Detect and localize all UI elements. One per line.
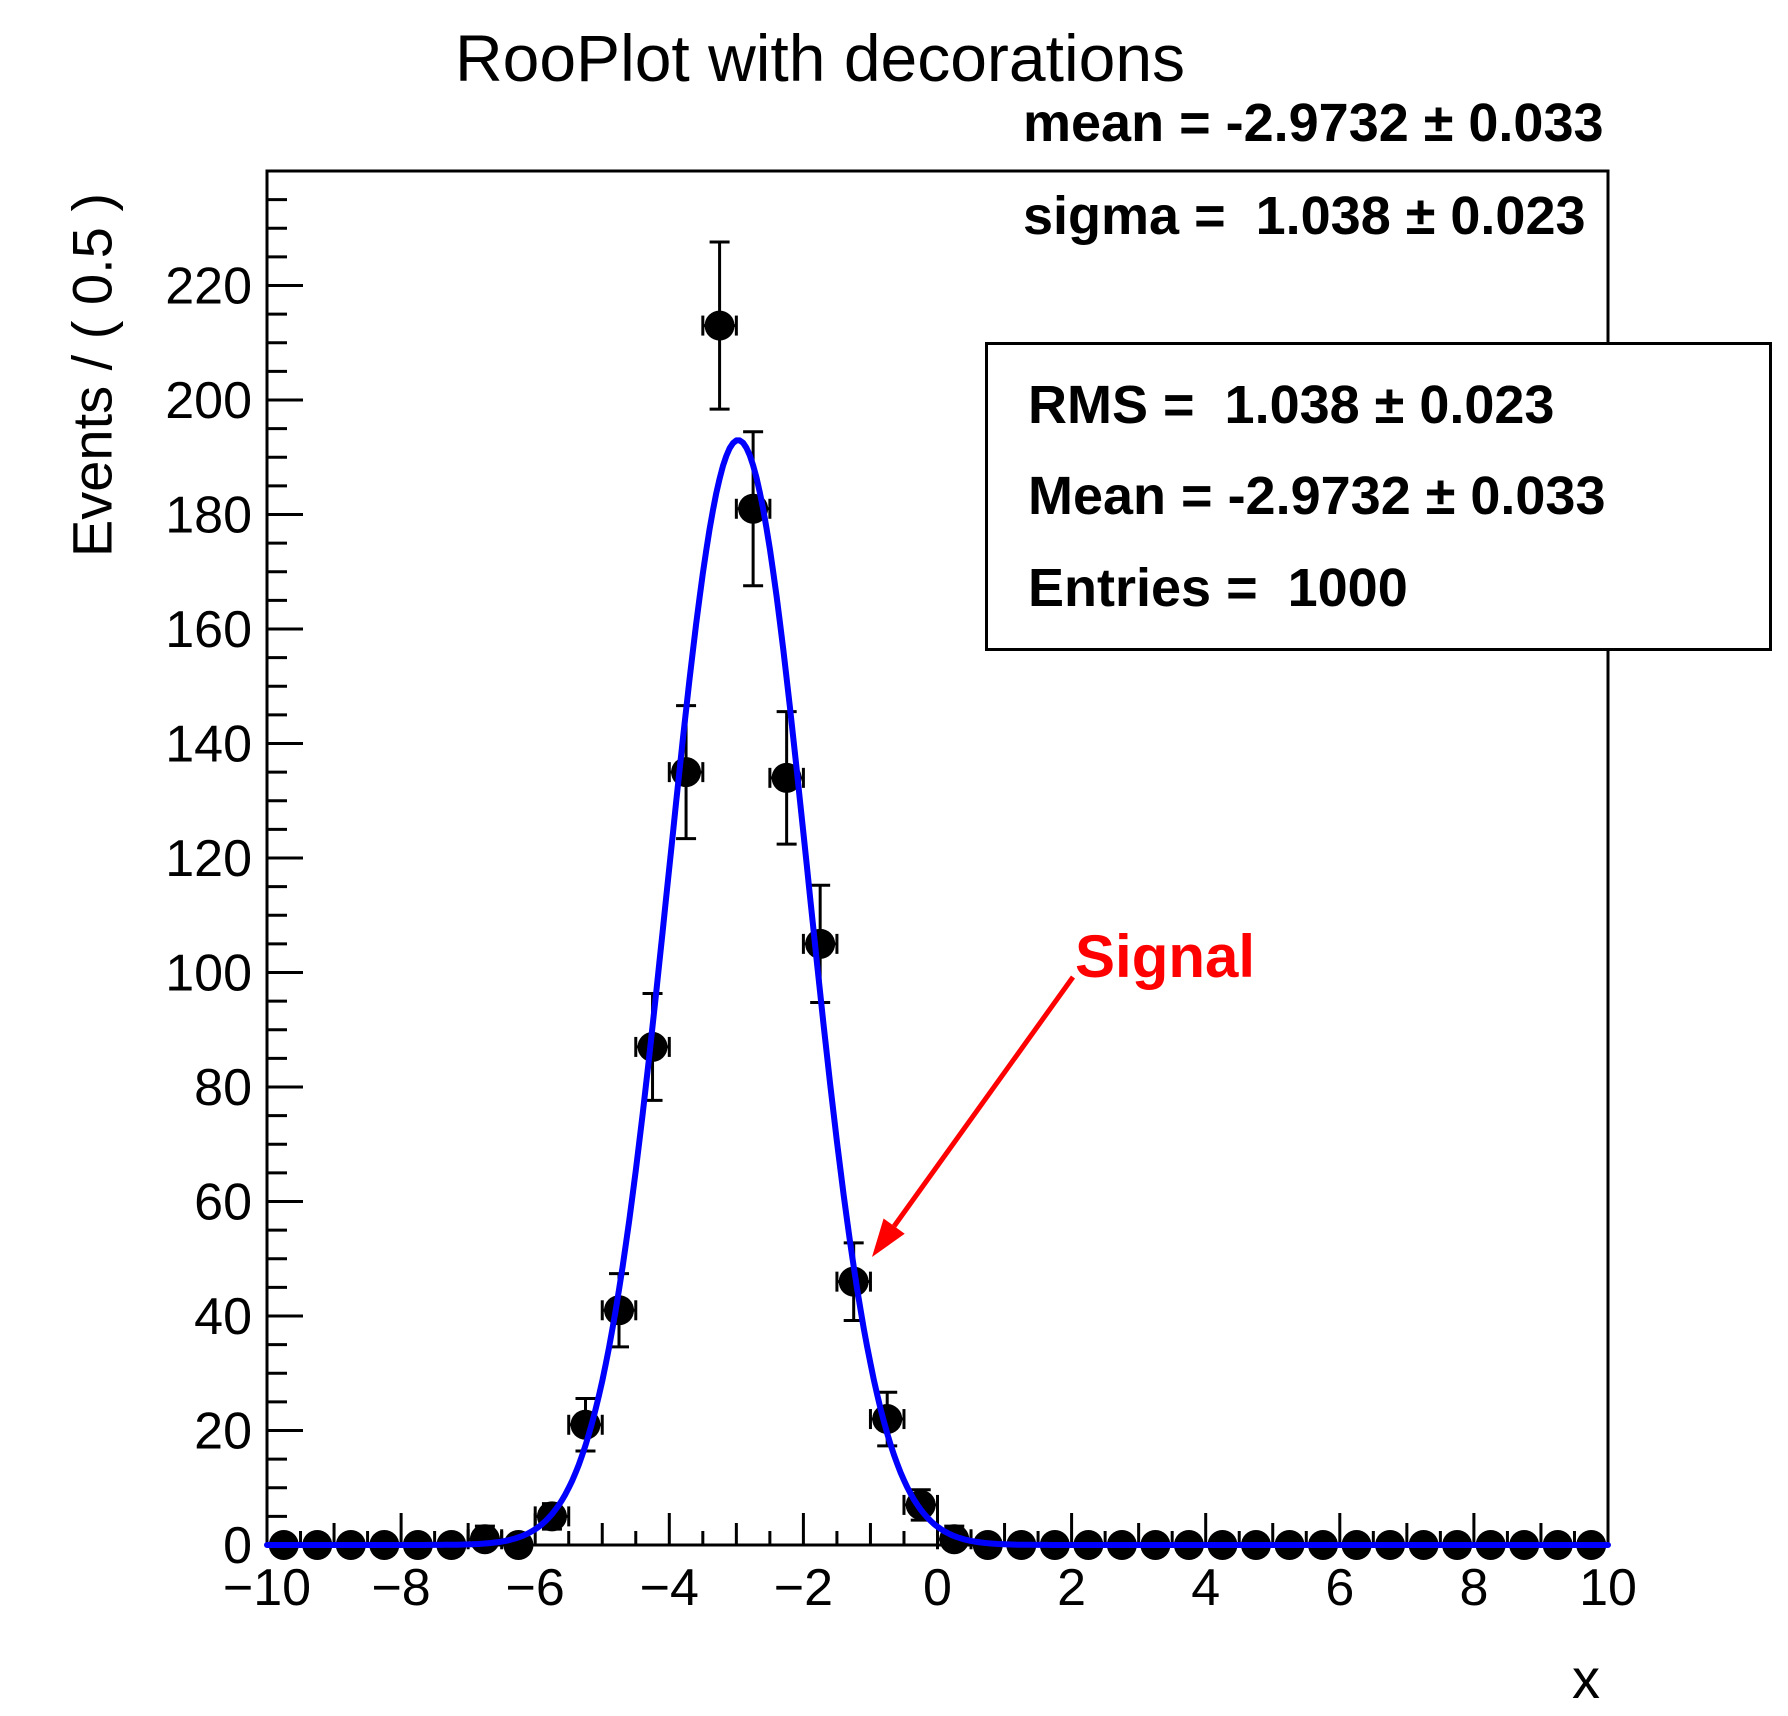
signal-arrow-line bbox=[892, 975, 1076, 1228]
x-tick-label: 10 bbox=[1579, 1559, 1637, 1617]
y-tick-label: 80 bbox=[194, 1059, 252, 1117]
x-axis-title: x bbox=[1572, 1647, 1600, 1710]
y-tick-label: 40 bbox=[194, 1288, 252, 1346]
y-tick-label: 140 bbox=[165, 716, 252, 774]
gaussian-fit-curve bbox=[264, 437, 1611, 1548]
signal-arrow-head bbox=[872, 1218, 905, 1257]
y-tick-label: 160 bbox=[165, 601, 252, 659]
data-point bbox=[805, 928, 836, 959]
x-tick-label: 6 bbox=[1325, 1559, 1354, 1617]
data-point bbox=[469, 1524, 500, 1555]
x-axis-tick-labels: −10 −8 −6 −4 −2 0 2 4 6 8 10 bbox=[223, 1559, 1637, 1617]
x-tick-label: −8 bbox=[371, 1559, 430, 1617]
param-box-sigma-line: sigma = 1.038 ± 0.023 bbox=[1023, 186, 1586, 246]
x-tick-label: 4 bbox=[1191, 1559, 1220, 1617]
x-tick-label: −6 bbox=[506, 1559, 565, 1617]
stats-rms-line: RMS = 1.038 ± 0.023 bbox=[1028, 374, 1555, 435]
x-tick-label: −2 bbox=[774, 1559, 833, 1617]
y-tick-label: 220 bbox=[165, 258, 252, 316]
x-tick-label: 2 bbox=[1057, 1559, 1086, 1617]
y-axis-ticks bbox=[268, 198, 303, 1547]
fit-curve bbox=[264, 437, 1611, 1548]
signal-annotation-label: Signal bbox=[1075, 923, 1256, 990]
y-tick-label: 20 bbox=[194, 1403, 252, 1461]
plot-title: RooPlot with decorations bbox=[454, 21, 1186, 95]
y-tick-label: 60 bbox=[194, 1174, 252, 1232]
data-point bbox=[704, 310, 735, 341]
x-tick-label: −10 bbox=[223, 1559, 311, 1617]
signal-arrow bbox=[872, 975, 1076, 1257]
data-error-bars bbox=[466, 240, 973, 1550]
y-tick-label: 120 bbox=[165, 830, 252, 888]
x-tick-label: 8 bbox=[1459, 1559, 1488, 1617]
y-axis-tick-labels: 0 20 40 60 80 100 120 140 160 180 200 220 bbox=[165, 258, 252, 1576]
stats-mean-line: Mean = -2.9732 ± 0.033 bbox=[1028, 466, 1606, 527]
y-tick-label: 100 bbox=[165, 945, 252, 1003]
y-tick-label: 0 bbox=[223, 1517, 252, 1575]
y-tick-label: 200 bbox=[165, 372, 252, 430]
y-axis-title: Events / ( 0.5 ) bbox=[60, 192, 124, 558]
y-tick-label: 180 bbox=[165, 487, 252, 545]
param-box-mean-line: mean = -2.9732 ± 0.033 bbox=[1023, 93, 1604, 153]
x-tick-label: 0 bbox=[923, 1559, 952, 1617]
x-tick-label: −4 bbox=[640, 1559, 699, 1617]
stats-box: RMS = 1.038 ± 0.023 Mean = -2.9732 ± 0.0… bbox=[985, 342, 1772, 651]
stats-entries-line: Entries = 1000 bbox=[1028, 558, 1408, 619]
